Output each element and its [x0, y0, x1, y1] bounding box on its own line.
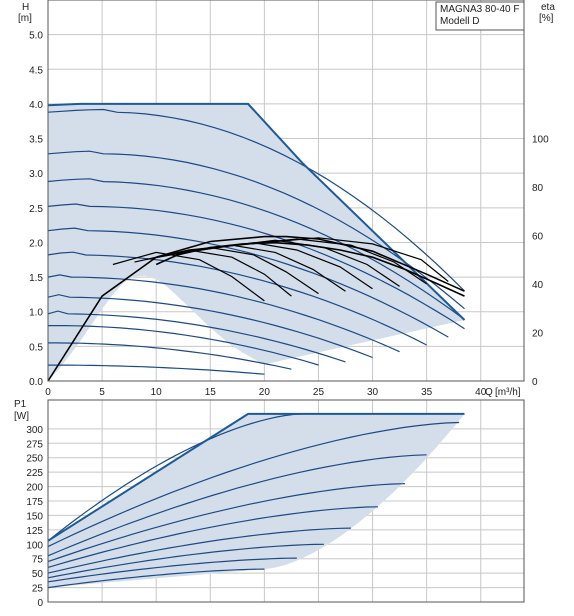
- top-pump-curves: [47, 102, 466, 375]
- p1-tick-label: 50: [32, 569, 44, 580]
- pump-curve-8: [47, 294, 373, 359]
- power-curve-5: [47, 506, 379, 568]
- y-tick-label: 3.0: [29, 169, 43, 180]
- x-tick-label: 15: [205, 387, 217, 398]
- p1-tick-label: 300: [26, 425, 43, 436]
- chart-title: MAGNA3 80-40 F: [440, 4, 519, 15]
- pump-curve-9: [47, 310, 346, 363]
- chart-subtitle: Modell D: [440, 16, 479, 27]
- y2-tick-label: 100: [532, 134, 549, 145]
- x-tick-label: 25: [313, 387, 325, 398]
- x-tick-label: 10: [151, 387, 163, 398]
- pump-curve-6: [47, 251, 427, 346]
- top-plot-frame: [47, 0, 525, 382]
- x-tick-label: 0: [45, 387, 51, 398]
- y2-tick-label: 20: [532, 328, 544, 339]
- y-tick-label: 0.0: [29, 377, 43, 388]
- y-tick-label: 2.5: [29, 204, 43, 215]
- eta-arc-1: [112, 251, 265, 302]
- power-curve-6: [47, 527, 351, 574]
- y-axis-label-h: H: [22, 2, 29, 13]
- p1-tick-label: 0: [37, 598, 43, 609]
- p1-tick-label: 175: [26, 497, 43, 508]
- power-envelope-outline: [47, 412, 465, 542]
- y-tick-label: 1.5: [29, 273, 43, 284]
- title-box: [435, 1, 525, 31]
- y2-axis-unit-eta: [%]: [539, 13, 554, 24]
- power-curve-8: [47, 557, 297, 583]
- p1-tick-label: 275: [26, 439, 43, 450]
- y-tick-label: 5.0: [29, 31, 43, 42]
- power-curve-4: [47, 483, 406, 563]
- y-axis-label-p1: P1: [14, 399, 27, 410]
- x-tick-label: 5: [99, 387, 105, 398]
- p1-tick-label: 200: [26, 483, 43, 494]
- y-tick-label: 4.0: [29, 100, 43, 111]
- y-tick-label: 3.5: [29, 135, 43, 146]
- pump-curve-1: [47, 108, 465, 292]
- p1-tick-label: 225: [26, 468, 43, 479]
- pump-curve-12: [48, 364, 265, 375]
- top-frame: [47, 0, 525, 382]
- bottom-frame: [47, 399, 525, 603]
- power-curve-7: [47, 543, 324, 579]
- p1-tick-label: 125: [26, 526, 43, 537]
- y-tick-label: 2.0: [29, 238, 43, 249]
- p1-tick-label: 100: [26, 540, 43, 551]
- power-curve-3: [47, 454, 427, 557]
- power-envelope-area: [48, 413, 465, 588]
- x-axis-unit-q: [m³/h]: [495, 387, 521, 398]
- envelope-outline: [47, 102, 466, 321]
- y2-axis-label-eta: eta: [541, 2, 555, 13]
- x-tick-label: 35: [421, 387, 433, 398]
- p1-tick-label: 250: [26, 454, 43, 465]
- p1-tick-label: 75: [32, 555, 44, 566]
- bottom-envelope-fill: [48, 413, 465, 588]
- p1-tick-label: 25: [32, 584, 44, 595]
- y-tick-label: 4.5: [29, 65, 43, 76]
- bottom-tick-labels: 0 25 50 75 100 125 150 175 200 225 250 275 300: [26, 425, 43, 609]
- pump-curve-10: [48, 325, 319, 366]
- y-axis-unit-h: [m]: [18, 13, 32, 24]
- p1-tick-label: 150: [26, 511, 43, 522]
- pump-curve-11: [48, 342, 292, 370]
- pump-curve-3: [47, 178, 465, 320]
- pump-curve-2: [47, 150, 465, 310]
- pump-curve-7: [47, 274, 400, 353]
- y2-tick-label: 40: [532, 280, 544, 291]
- pump-curve-5: [47, 227, 449, 338]
- y-tick-label: 1.0: [29, 308, 43, 319]
- bottom-plot-frame: [47, 399, 525, 603]
- y2-tick-label: 60: [532, 231, 544, 242]
- y-axis-unit-p1: [W]: [14, 411, 29, 422]
- x-tick-label: 20: [259, 387, 271, 398]
- x-tick-label: 30: [367, 387, 379, 398]
- power-curve-9: [47, 568, 265, 589]
- eta-arc-8: [210, 237, 449, 282]
- y-tick-label: 0.5: [29, 342, 43, 353]
- y2-tick-label: 0: [532, 377, 538, 388]
- power-curve-1: [47, 413, 303, 542]
- top-tick-labels: 0 5 10 15 20 25 30 35 40 0.0 0.5 1.0 1.5 2.0 2.5 3.0 3.5…: [29, 31, 549, 398]
- x-tick-label: 40: [475, 387, 487, 398]
- pump-curve-4: [47, 203, 465, 330]
- x-axis-label-q: Q: [485, 387, 493, 398]
- eta-curve-1: [47, 235, 465, 382]
- power-curve-2: [47, 421, 460, 548]
- y2-tick-label: 80: [532, 183, 544, 194]
- bottom-power-curves: [47, 412, 465, 589]
- top-efficiency-curves: [47, 235, 465, 382]
